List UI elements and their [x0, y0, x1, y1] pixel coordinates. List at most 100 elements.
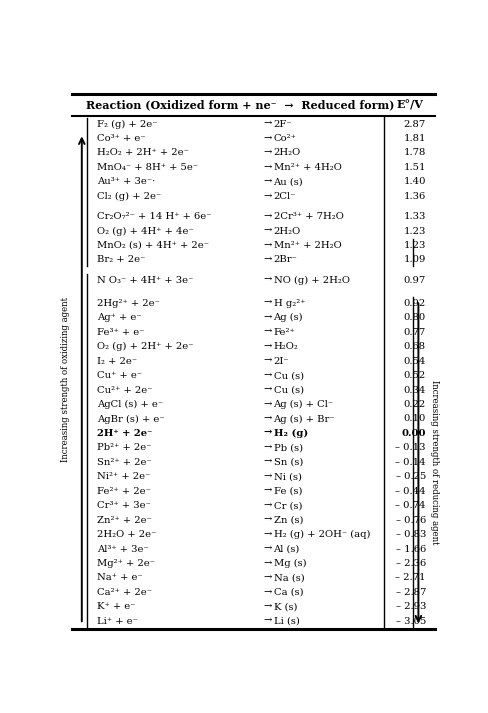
Text: Reaction (Oxidized form + ne⁻  →  Reduced form): Reaction (Oxidized form + ne⁻ → Reduced …: [86, 99, 395, 111]
Text: K⁺ + e⁻: K⁺ + e⁻: [97, 602, 136, 611]
Text: Li⁺ + e⁻: Li⁺ + e⁻: [97, 617, 138, 626]
Text: Br₂ + 2e⁻: Br₂ + 2e⁻: [97, 255, 145, 265]
Text: – 0.44: – 0.44: [395, 487, 426, 496]
Text: Na⁺ + e⁻: Na⁺ + e⁻: [97, 573, 142, 583]
Text: Co³⁺ + e⁻: Co³⁺ + e⁻: [97, 134, 145, 143]
Text: 2H₂O: 2H₂O: [274, 227, 301, 235]
Text: H g₂²⁺: H g₂²⁺: [274, 299, 305, 308]
Text: Li (s): Li (s): [274, 617, 300, 626]
Text: →: →: [263, 573, 271, 583]
Text: →: →: [263, 602, 271, 611]
Text: – 0.25: – 0.25: [396, 472, 426, 481]
Text: 2Cl⁻: 2Cl⁻: [274, 192, 296, 201]
Text: Au (s): Au (s): [274, 178, 304, 186]
Text: 2H₂O + 2e⁻: 2H₂O + 2e⁻: [97, 530, 156, 539]
Text: →: →: [263, 588, 271, 597]
Text: 0.52: 0.52: [404, 371, 426, 380]
Text: – 2.93: – 2.93: [396, 602, 426, 611]
Text: Cr₂O₇²⁻ + 14 H⁺ + 6e⁻: Cr₂O₇²⁻ + 14 H⁺ + 6e⁻: [97, 212, 211, 221]
Text: – 2.36: – 2.36: [396, 559, 426, 568]
Text: Co²⁺: Co²⁺: [274, 134, 296, 143]
Text: Ag (s): Ag (s): [274, 313, 303, 322]
Text: I₂ + 2e⁻: I₂ + 2e⁻: [97, 356, 137, 366]
Text: Cu (s): Cu (s): [274, 371, 304, 380]
Text: Cu²⁺ + 2e⁻: Cu²⁺ + 2e⁻: [97, 386, 152, 394]
Text: →: →: [263, 356, 271, 366]
Text: H₂O₂: H₂O₂: [274, 342, 299, 352]
Text: →: →: [263, 134, 271, 143]
Text: Fe²⁺: Fe²⁺: [274, 328, 295, 337]
Text: →: →: [263, 227, 271, 235]
Text: 0.97: 0.97: [404, 276, 426, 284]
Text: 0.80: 0.80: [404, 313, 426, 322]
Text: 1.51: 1.51: [404, 163, 426, 172]
Text: Pb²⁺ + 2e⁻: Pb²⁺ + 2e⁻: [97, 443, 151, 452]
Text: AgCl (s) + e⁻: AgCl (s) + e⁻: [97, 400, 163, 409]
Text: →: →: [263, 458, 271, 467]
Text: – 1.66: – 1.66: [396, 545, 426, 553]
Text: 2Hg²⁺ + 2e⁻: 2Hg²⁺ + 2e⁻: [97, 299, 160, 308]
Text: Ni (s): Ni (s): [274, 472, 302, 481]
Text: Sn (s): Sn (s): [274, 458, 303, 467]
Text: 0.68: 0.68: [404, 342, 426, 352]
Text: 0.77: 0.77: [404, 328, 426, 337]
Text: 1.33: 1.33: [404, 212, 426, 221]
Text: K (s): K (s): [274, 602, 297, 611]
Text: Mn²⁺ + 4H₂O: Mn²⁺ + 4H₂O: [274, 163, 342, 172]
Text: 0.22: 0.22: [404, 400, 426, 409]
Text: F₂ (g) + 2e⁻: F₂ (g) + 2e⁻: [97, 120, 158, 128]
Text: NO (g) + 2H₂O: NO (g) + 2H₂O: [274, 276, 349, 284]
Text: N O₃⁻ + 4H⁺ + 3e⁻: N O₃⁻ + 4H⁺ + 3e⁻: [97, 276, 193, 284]
Text: →: →: [263, 371, 271, 380]
Text: →: →: [263, 515, 271, 525]
Text: Al (s): Al (s): [274, 545, 300, 553]
Text: →: →: [263, 617, 271, 626]
Text: – 2.71: – 2.71: [395, 573, 426, 583]
Text: →: →: [263, 487, 271, 496]
Text: 2Br⁻: 2Br⁻: [274, 255, 297, 265]
Text: MnO₂ (s) + 4H⁺ + 2e⁻: MnO₂ (s) + 4H⁺ + 2e⁻: [97, 241, 209, 250]
Text: Zn²⁺ + 2e⁻: Zn²⁺ + 2e⁻: [97, 515, 152, 525]
Text: O₂ (g) + 2H⁺ + 2e⁻: O₂ (g) + 2H⁺ + 2e⁻: [97, 342, 193, 352]
Text: Increasing strength of reducing agent: Increasing strength of reducing agent: [430, 380, 439, 545]
Text: 0.00: 0.00: [402, 429, 426, 438]
Text: →: →: [263, 472, 271, 481]
Text: →: →: [263, 429, 271, 438]
Text: – 2.87: – 2.87: [396, 588, 426, 597]
Text: Fe²⁺ + 2e⁻: Fe²⁺ + 2e⁻: [97, 487, 151, 496]
Text: Ag (s) + Cl⁻: Ag (s) + Cl⁻: [274, 400, 334, 409]
Text: Fe (s): Fe (s): [274, 487, 302, 496]
Text: 2F⁻: 2F⁻: [274, 120, 292, 128]
Text: →: →: [263, 163, 271, 172]
Text: →: →: [263, 148, 271, 158]
Text: Pb (s): Pb (s): [274, 443, 303, 452]
Text: 0.54: 0.54: [404, 356, 426, 366]
Text: →: →: [263, 192, 271, 201]
Text: →: →: [263, 313, 271, 322]
Text: Cl₂ (g) + 2e⁻: Cl₂ (g) + 2e⁻: [97, 192, 161, 201]
Text: Ca (s): Ca (s): [274, 588, 303, 597]
Text: 0.34: 0.34: [404, 386, 426, 394]
Text: Ag⁺ + e⁻: Ag⁺ + e⁻: [97, 313, 142, 322]
Text: 2I⁻: 2I⁻: [274, 356, 289, 366]
Text: H₂ (g) + 2OH⁻ (aq): H₂ (g) + 2OH⁻ (aq): [274, 530, 370, 539]
Text: 1.09: 1.09: [404, 255, 426, 265]
Text: 0.10: 0.10: [404, 414, 426, 424]
Text: Ni²⁺ + 2e⁻: Ni²⁺ + 2e⁻: [97, 472, 150, 481]
Text: – 0.83: – 0.83: [396, 530, 426, 539]
Text: Ca²⁺ + 2e⁻: Ca²⁺ + 2e⁻: [97, 588, 152, 597]
Text: →: →: [263, 414, 271, 424]
Text: Cr (s): Cr (s): [274, 501, 302, 511]
Text: →: →: [263, 530, 271, 539]
Text: 2H⁺ + 2e⁻: 2H⁺ + 2e⁻: [97, 429, 152, 438]
Text: 1.78: 1.78: [404, 148, 426, 158]
Text: – 0.74: – 0.74: [395, 501, 426, 511]
Text: H₂O₂ + 2H⁺ + 2e⁻: H₂O₂ + 2H⁺ + 2e⁻: [97, 148, 189, 158]
Text: 1.81: 1.81: [404, 134, 426, 143]
Text: Sn²⁺ + 2e⁻: Sn²⁺ + 2e⁻: [97, 458, 152, 467]
Text: Fe³⁺ + e⁻: Fe³⁺ + e⁻: [97, 328, 144, 337]
Text: Mn²⁺ + 2H₂O: Mn²⁺ + 2H₂O: [274, 241, 341, 250]
Text: 1.23: 1.23: [404, 227, 426, 235]
Text: →: →: [263, 400, 271, 409]
Text: – 0.14: – 0.14: [395, 458, 426, 467]
